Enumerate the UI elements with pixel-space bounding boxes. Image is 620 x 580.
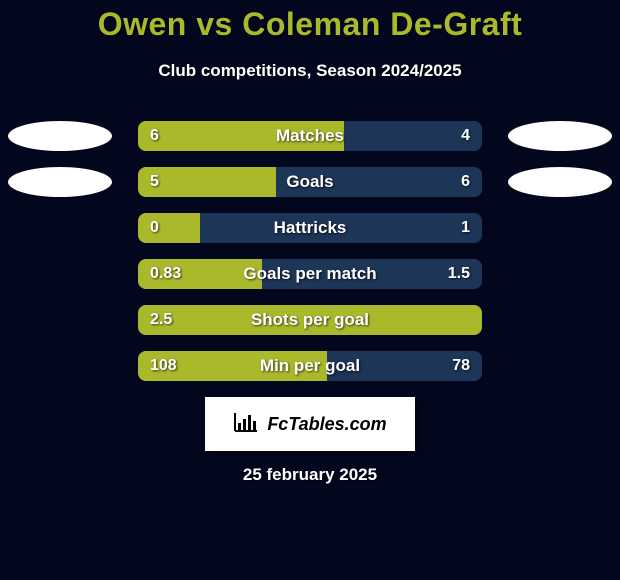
stat-label: Shots per goal — [138, 305, 482, 335]
brand-logo-box: FcTables.com — [205, 397, 415, 451]
date-line: 25 february 2025 — [0, 465, 620, 485]
player-avatar-right — [508, 121, 612, 151]
player-avatar-left — [8, 121, 112, 151]
stat-track: 2.5Shots per goal — [138, 305, 482, 335]
stat-label: Min per goal — [138, 351, 482, 381]
stat-label: Hattricks — [138, 213, 482, 243]
stat-label: Matches — [138, 121, 482, 151]
stat-label: Goals — [138, 167, 482, 197]
brand-text: FcTables.com — [267, 414, 386, 435]
stat-row: 64Matches — [0, 121, 620, 151]
page-title: Owen vs Coleman De-Graft — [0, 0, 620, 43]
stat-track: 01Hattricks — [138, 213, 482, 243]
page-subtitle: Club competitions, Season 2024/2025 — [0, 61, 620, 81]
stat-row: 01Hattricks — [0, 213, 620, 243]
stat-row: 0.831.5Goals per match — [0, 259, 620, 289]
comparison-chart: 64Matches 56Goals 01Hattricks 0.831.5Goals … — [0, 121, 620, 381]
stat-track: 0.831.5Goals per match — [138, 259, 482, 289]
stat-track: 56Goals — [138, 167, 482, 197]
stat-track: 10878Min per goal — [138, 351, 482, 381]
stat-label: Goals per match — [138, 259, 482, 289]
chart-icon — [233, 411, 259, 438]
stat-row: 10878Min per goal — [0, 351, 620, 381]
player-avatar-left — [8, 167, 112, 197]
stat-row: 56Goals — [0, 167, 620, 197]
stat-track: 64Matches — [138, 121, 482, 151]
stat-row: 2.5Shots per goal — [0, 305, 620, 335]
player-avatar-right — [508, 167, 612, 197]
